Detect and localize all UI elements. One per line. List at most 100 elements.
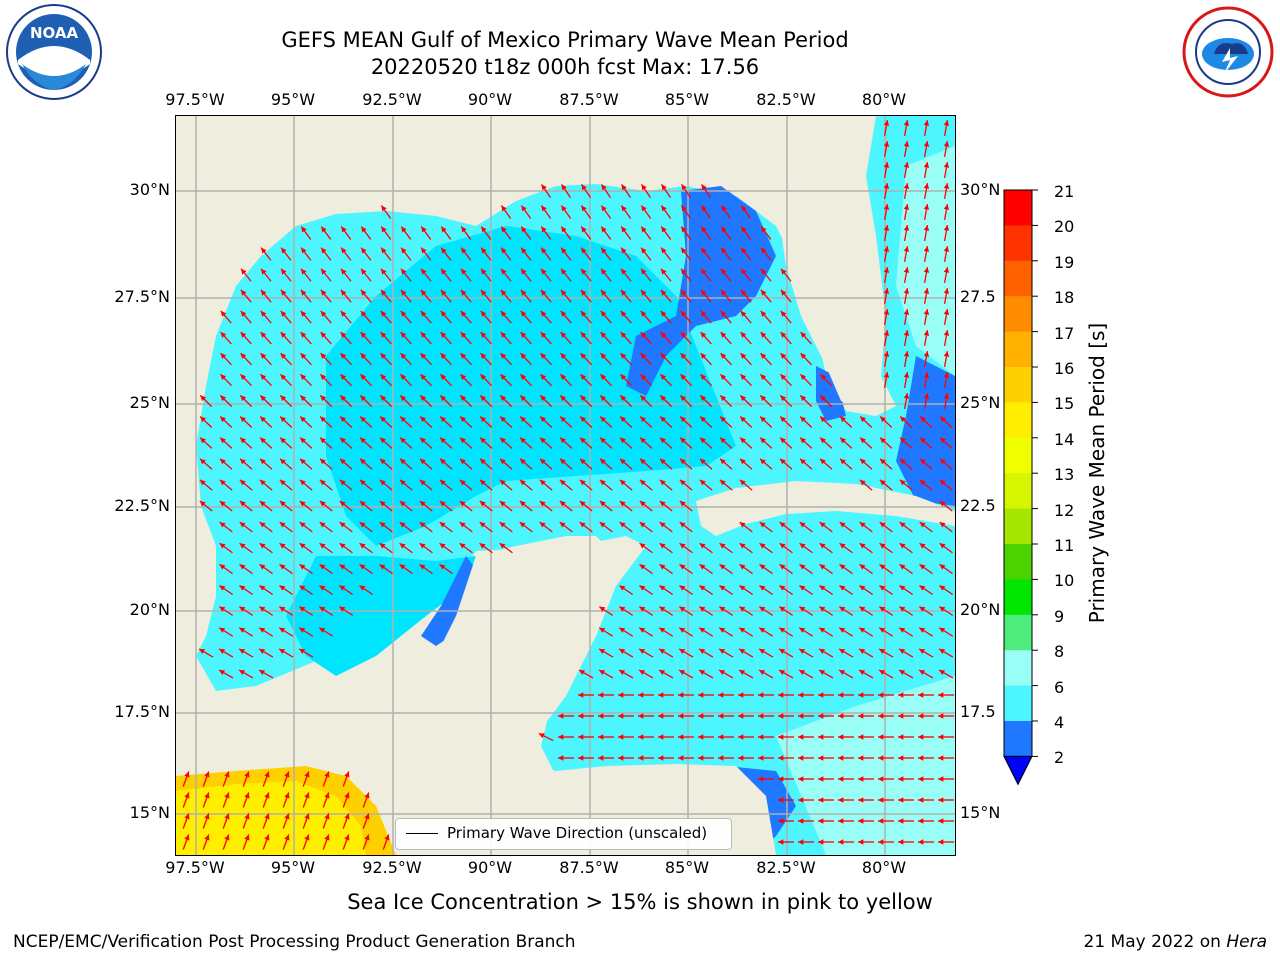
wave-arrow-head — [459, 479, 466, 486]
wave-arrow-head — [184, 813, 190, 820]
wave-arrow-head — [859, 648, 866, 654]
wave-arrow-head — [580, 437, 586, 444]
wave-arrow-head — [699, 670, 706, 676]
wave-arrow-head — [420, 310, 427, 317]
wave-arrow-head — [839, 543, 846, 549]
wave-arrow-head — [899, 479, 906, 486]
wave-arrow-head — [460, 374, 467, 381]
wave-arrow-head — [320, 374, 327, 381]
wave-arrow-head — [779, 648, 786, 654]
wave-arrow-head — [620, 310, 627, 317]
wave-arrow-head — [500, 437, 506, 444]
wave-arrow-head — [720, 374, 727, 381]
wave-arrow-head — [440, 374, 447, 381]
wave-arrow-head — [878, 839, 884, 845]
colorbar-tick-label: 15 — [1054, 394, 1075, 414]
colorbar-segment — [1004, 225, 1032, 262]
wave-arrow-head — [460, 416, 466, 423]
wave-arrow-head — [778, 818, 784, 824]
wave-arrow-head — [461, 247, 467, 254]
wave-arrow-head — [621, 247, 627, 254]
wave-arrow-head — [719, 648, 726, 654]
wave-arrow-head — [541, 184, 547, 191]
wave-arrow-head — [680, 310, 687, 317]
wave-arrow-head — [898, 755, 904, 761]
wave-arrow-head — [259, 627, 266, 633]
wave-arrow-head — [558, 734, 564, 740]
wave-arrow-head — [479, 522, 486, 528]
wave-arrow-head — [741, 226, 747, 233]
wave-arrow-head — [220, 310, 227, 317]
wave-arrow-head — [819, 606, 826, 612]
wave-arrow-head — [500, 289, 507, 296]
wave-arrow-head — [240, 437, 246, 444]
colorbar-tick-label: 10 — [1054, 571, 1075, 591]
wave-arrow-head — [918, 839, 924, 845]
wave-arrow-head — [600, 310, 607, 317]
wave-arrow-head — [759, 585, 766, 591]
wave-arrow-head — [661, 247, 667, 254]
wave-arrow-head — [759, 564, 766, 570]
wave-arrow-head — [798, 776, 804, 782]
wave-arrow-head — [339, 564, 346, 570]
wave-arrow-head — [319, 522, 326, 528]
wave-arrow-head — [359, 585, 366, 591]
wave-arrow-head — [701, 268, 707, 275]
colorbar-tick-label: 21 — [1054, 182, 1075, 201]
wave-arrow-head — [878, 734, 884, 740]
wave-arrow-head — [601, 268, 607, 275]
wave-arrow-head — [280, 395, 287, 402]
wave-arrow-head — [740, 395, 747, 402]
wave-arrow-head — [219, 564, 226, 570]
x-tick-bottom: 90°W — [467, 858, 513, 877]
wave-arrow-head — [578, 692, 584, 698]
wave-arrow-head — [240, 289, 247, 296]
wave-arrow-head — [239, 627, 246, 633]
wave-arrow-head — [639, 670, 646, 676]
wave-arrow-head — [761, 268, 767, 275]
wave-arrow-head — [259, 543, 266, 549]
wave-arrow-head — [883, 309, 890, 315]
wave-arrow-head — [340, 289, 347, 296]
wave-arrow-head — [878, 692, 884, 698]
wave-arrow-head — [219, 648, 226, 654]
svg-text:NOAA: NOAA — [30, 24, 79, 42]
wave-arrow-head — [738, 713, 744, 719]
wave-arrow-head — [899, 585, 906, 591]
wave-arrow-head — [561, 205, 567, 212]
wave-arrow-head — [640, 374, 647, 381]
wave-arrow-head — [440, 416, 446, 423]
wave-arrow-head — [621, 268, 627, 275]
wave-arrow-head — [860, 416, 866, 423]
wave-arrow-head — [923, 120, 930, 126]
wave-arrow-head — [943, 330, 950, 336]
wave-arrow-head — [858, 713, 864, 719]
wave-arrow-head — [858, 776, 864, 782]
wave-arrow-head — [838, 755, 844, 761]
wave-arrow-head — [721, 226, 727, 233]
wave-arrow-head — [460, 395, 467, 402]
wave-arrow-head — [280, 310, 287, 317]
wave-arrow-head — [384, 834, 390, 841]
wave-arrow-head — [380, 353, 387, 359]
wave-arrow-head — [319, 627, 326, 633]
wave-arrow-head — [660, 395, 667, 402]
map-canvas — [176, 116, 955, 855]
wave-arrow-head — [600, 353, 607, 359]
wave-arrow-head — [718, 692, 724, 698]
wave-arrow-head — [779, 627, 786, 633]
wave-arrow-head — [660, 310, 667, 317]
wave-arrow-head — [561, 184, 567, 191]
wave-arrow-head — [340, 332, 347, 338]
wave-arrow-head — [859, 585, 866, 591]
wave-arrow-head — [439, 500, 446, 507]
wave-arrow-head — [619, 458, 626, 465]
wave-arrow-head — [778, 776, 784, 782]
wave-arrow-head — [860, 437, 866, 444]
wave-arrow-head — [299, 564, 306, 570]
wave-arrow-head — [499, 500, 506, 507]
wave-arrow-head — [758, 776, 764, 782]
wave-arrow-head — [244, 771, 250, 778]
wave-arrow-head — [259, 585, 266, 591]
wave-arrow-head — [918, 818, 924, 824]
